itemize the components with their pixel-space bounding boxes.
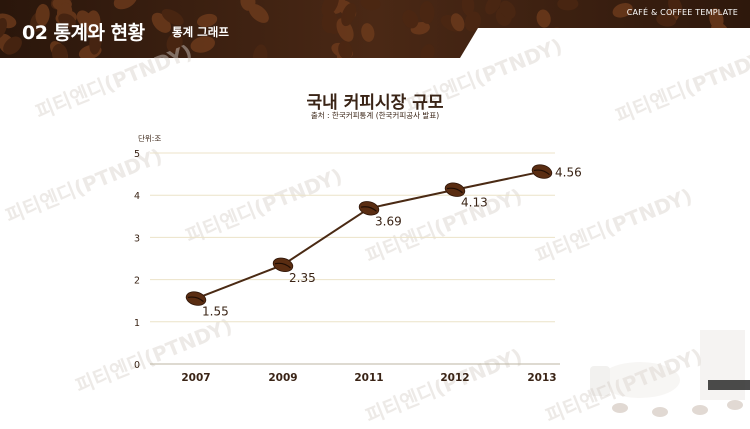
template-label: CAFÉ & COFFEE TEMPLATE xyxy=(626,8,738,17)
coffee-beans-banner-image xyxy=(0,0,750,58)
y-tick-label: 3 xyxy=(134,233,140,244)
chart-source-note: 출처 : 한국커피통계 (한국커피공사 발표) xyxy=(310,111,440,120)
x-tick-label: 2009 xyxy=(268,372,297,384)
data-label: 4.13 xyxy=(461,196,488,210)
section-title: 02 통계와 현황 xyxy=(22,22,145,44)
y-tick-label: 2 xyxy=(134,276,140,287)
data-label: 3.69 xyxy=(375,214,402,228)
x-tick-label: 2011 xyxy=(354,372,383,384)
bean-crease xyxy=(274,262,291,269)
data-point-bean-marker xyxy=(531,164,553,179)
y-tick-label: 5 xyxy=(134,149,140,160)
data-label: 2.35 xyxy=(289,271,316,285)
data-point-bean-marker xyxy=(272,257,294,273)
section-subtitle: 통계 그래프 xyxy=(172,25,229,39)
data-label: 1.55 xyxy=(202,305,229,319)
y-axis-unit-label: 단위:조 xyxy=(138,134,162,143)
header-banner: 02 통계와 현황 통계 그래프 CAFÉ & COFFEE TEMPLATE xyxy=(0,0,750,58)
data-point-bean-marker xyxy=(444,182,466,197)
bean-crease xyxy=(187,296,204,303)
data-label: 4.56 xyxy=(555,166,582,180)
data-point-bean-marker xyxy=(185,291,207,306)
chart-title: 국내 커피시장 규모 xyxy=(306,93,444,113)
x-tick-label: 2007 xyxy=(181,372,210,384)
x-tick-label: 2013 xyxy=(527,372,556,384)
y-tick-label: 1 xyxy=(134,318,140,329)
bean-crease xyxy=(533,169,550,176)
data-point-bean-marker xyxy=(358,201,380,216)
x-tick-label: 2012 xyxy=(440,372,469,384)
y-tick-label: 4 xyxy=(134,191,140,202)
y-tick-label: 0 xyxy=(134,360,140,371)
bean-crease xyxy=(360,206,377,212)
bean-crease xyxy=(446,187,463,194)
